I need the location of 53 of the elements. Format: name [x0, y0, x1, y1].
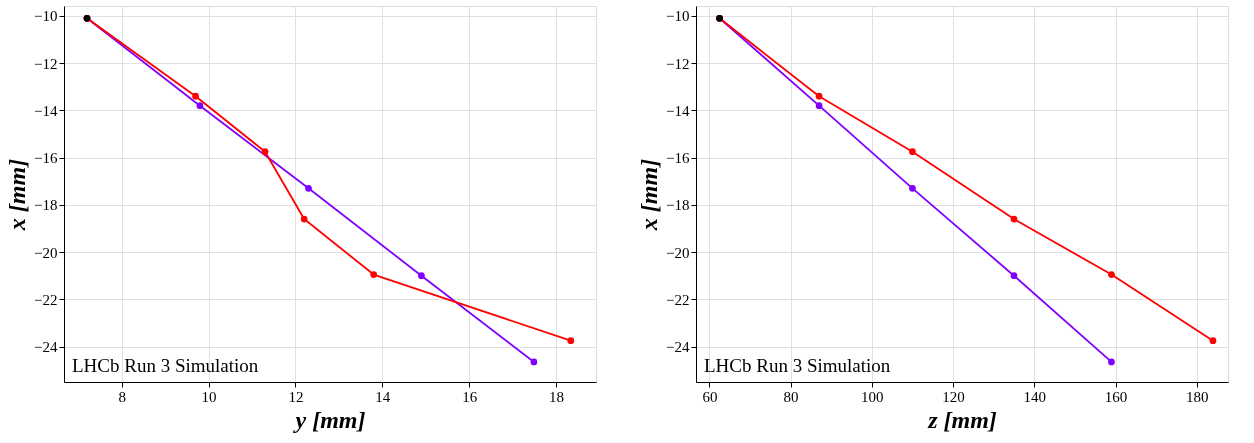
y-tick-label: −24 [34, 339, 58, 356]
x-tick-label: 80 [783, 388, 799, 405]
point [418, 272, 425, 280]
point [909, 148, 916, 156]
y-tick-label: −16 [34, 150, 58, 167]
point [1108, 271, 1115, 278]
y-tick-label: −22 [666, 291, 690, 308]
x-tick-label: 160 [1104, 388, 1128, 405]
y-tick-label: −14 [34, 102, 58, 119]
x-tick-label: 16 [462, 388, 478, 405]
x-axis-title: z [mm] [927, 406, 997, 433]
y-tick-label: −16 [666, 150, 690, 167]
point [567, 337, 575, 345]
x-tick-label: 180 [1185, 388, 1209, 405]
x-tick-label: 100 [861, 388, 884, 405]
point [815, 92, 823, 100]
point [1209, 337, 1217, 345]
x-tick-label: 10 [201, 388, 217, 405]
point [196, 102, 204, 110]
point [909, 184, 916, 192]
y-tick-label: −10 [666, 8, 690, 25]
y-tick-label: −24 [666, 339, 690, 356]
point [300, 215, 308, 223]
y-tick-label: −20 [666, 244, 690, 261]
y-axis-title: x [mm] [636, 158, 663, 232]
x-tick-label: 140 [1023, 388, 1047, 405]
point [261, 148, 269, 156]
y-tick-label: −14 [666, 102, 690, 119]
y-tick-label: −22 [34, 291, 58, 308]
point [305, 184, 312, 192]
x-tick-label: 14 [375, 388, 391, 405]
y-tick-label: −12 [666, 55, 690, 72]
point [370, 271, 377, 278]
annotation: LHCb Run 3 Simulation [72, 355, 259, 376]
y-tick-label: −10 [34, 8, 58, 25]
point [530, 358, 538, 366]
point [1108, 358, 1115, 366]
point [1010, 215, 1018, 223]
point [1010, 272, 1018, 280]
y-axis-title: x [mm] [4, 158, 31, 232]
point [192, 92, 199, 100]
x-tick-label: 18 [549, 388, 565, 405]
x-tick-label: 120 [942, 388, 965, 405]
annotation: LHCb Run 3 Simulation [704, 355, 891, 376]
y-tick-label: −18 [34, 197, 58, 214]
x-tick-label: 60 [702, 388, 718, 405]
x-axis-title: y [mm] [292, 406, 366, 433]
y-tick-label: −18 [666, 197, 690, 214]
y-tick-label: −12 [34, 55, 58, 72]
point [815, 102, 823, 110]
x-tick-label: 12 [288, 388, 304, 405]
x-tick-label: 8 [118, 388, 127, 405]
y-tick-label: −20 [34, 244, 58, 261]
